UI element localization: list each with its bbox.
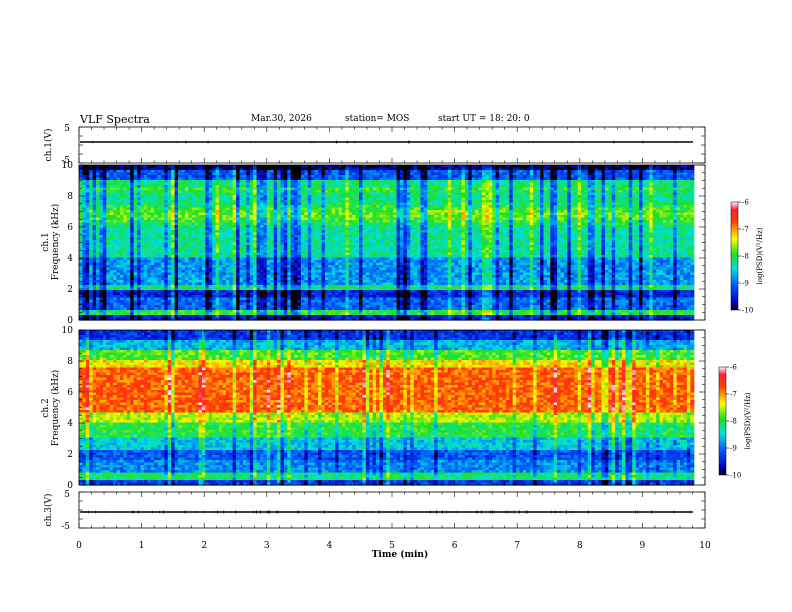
time-tick-6: 6 xyxy=(452,541,458,551)
ch3-ytick-bottom: -5 xyxy=(61,522,70,532)
ch1-waveform-ticks xyxy=(79,127,705,163)
ch2-colorbar-scale xyxy=(719,367,726,475)
ch2-spectrogram-ytick-10: 10 xyxy=(62,326,74,336)
time-tick-2: 2 xyxy=(201,541,207,551)
ch2-spectrogram-ytick-4: 4 xyxy=(67,419,73,429)
ch2-colorbar-tick--6: -6 xyxy=(730,364,737,372)
ch3-ytick-top: 5 xyxy=(64,490,70,500)
ch1-waveform-frame xyxy=(79,127,705,163)
ch2-colorbar-tick--9: -9 xyxy=(730,445,737,453)
ch2-colorbar: -6 -7 -8 -9 -10 log(PSD)(V²/Hz) xyxy=(719,364,752,480)
ch1-spectrogram-ylabel: Frequency (kHz) xyxy=(50,204,61,281)
ch2-colorbar-tick--7: -7 xyxy=(730,391,737,399)
ch1-spectrogram-ytick-2: 2 xyxy=(67,285,73,295)
ch1-colorbar-ticks: -6 -7 -8 -9 -10 xyxy=(738,199,753,315)
ch1-colorbar: -6 -7 -8 -9 -10 log(PSD)(V²/Hz) xyxy=(731,199,764,315)
ch1-colorbar-scale xyxy=(731,202,738,310)
ch3-waveform-panel: 5 -5 ch.3(V) xyxy=(43,490,705,532)
ch3-waveform-frame xyxy=(79,492,705,528)
ch1-spectrogram-ytick-4: 4 xyxy=(67,254,73,264)
ch2-colorbar-tick--8: -8 xyxy=(730,418,737,426)
ch3-waveform-ylabel: ch.3(V) xyxy=(43,494,54,527)
time-tick-10: 10 xyxy=(699,541,711,551)
ch2-colorbar-tick--10: -10 xyxy=(730,472,741,480)
ch2-spectrogram-ytick-8: 8 xyxy=(67,357,73,367)
ch2-spectrogram-ytick-6: 6 xyxy=(67,388,73,398)
ch1-spectrogram-ytick-10: 10 xyxy=(62,161,74,171)
ch1-colorbar-tick--9: -9 xyxy=(742,280,749,288)
ch1-ytick-top: 5 xyxy=(64,124,70,134)
ch2-spectrogram-image xyxy=(79,330,694,486)
ch2-spectrogram-ytick-2: 2 xyxy=(67,450,73,460)
ch1-spectrogram-ytick-0: 0 xyxy=(67,316,73,326)
ch1-spectrogram-ylabel-top: ch.1 xyxy=(41,232,51,251)
time-tick-7: 7 xyxy=(514,541,520,551)
ch2-spectrogram-ylabel: Frequency (kHz) xyxy=(50,370,61,447)
ch1-colorbar-tick--6: -6 xyxy=(742,199,749,207)
ch1-waveform-panel: 5 -5 ch.1(V) xyxy=(43,124,705,166)
ch1-colorbar-tick--7: -7 xyxy=(742,226,749,234)
ch1-colorbar-label: log(PSD)(V²/Hz) xyxy=(756,227,764,284)
time-tick-8: 8 xyxy=(577,541,583,551)
ch2-spectrogram-ylabel-top: ch.2 xyxy=(41,398,51,417)
ch1-colorbar-tick--10: -10 xyxy=(742,307,753,315)
time-tick-1: 1 xyxy=(139,541,145,551)
ch1-colorbar-tick--8: -8 xyxy=(742,253,749,261)
time-tick-0: 0 xyxy=(76,541,82,551)
ch1-waveform-ylabel: ch.1(V) xyxy=(43,129,54,162)
ch1-spectrogram-ytick-6: 6 xyxy=(67,223,73,233)
ch2-colorbar-ticks: -6 -7 -8 -9 -10 xyxy=(726,364,741,480)
ch1-spectrogram-image xyxy=(79,165,694,321)
ch2-colorbar-label: log(PSD)(V²/Hz) xyxy=(744,392,752,449)
time-tick-4: 4 xyxy=(327,541,333,551)
time-tick-9: 9 xyxy=(640,541,646,551)
ch3-waveform-ticks xyxy=(79,492,705,528)
ch1-spectrogram-panel: 0 2 4 6 8 10 ch.1 Frequency (kHz) -6 -7 -8 -9 -10… xyxy=(41,161,764,326)
ch1-spectrogram-ytick-8: 8 xyxy=(67,192,73,202)
time-tick-3: 3 xyxy=(264,541,270,551)
time-axis-label: Time (min) xyxy=(372,549,429,560)
